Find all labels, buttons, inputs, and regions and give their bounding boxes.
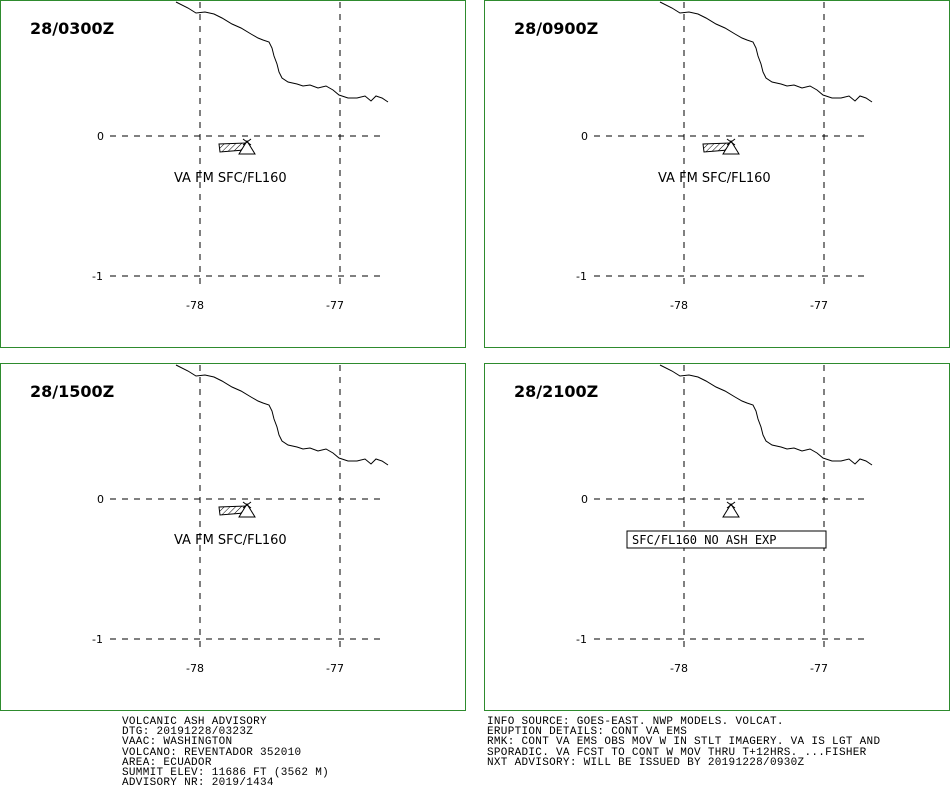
volcano-icon (238, 138, 256, 155)
lon-tick-label-0: -78 (670, 662, 688, 675)
map-panel-1: 0 -1 -78 -77 28/0300Z VA FM SFC/FL160 (0, 0, 466, 348)
advisory-remarks-2: SPORADIC. VA FCST TO CONT W MOV THRU T+1… (487, 746, 867, 759)
map-panel-3: 0 -1 -78 -77 28/1500Z VA FM SFC/FL160 (0, 363, 466, 711)
lat-tick-label-1: -1 (92, 633, 103, 646)
volcano-icon (238, 501, 256, 518)
volcano-icon (722, 138, 740, 155)
advisory-info-right: INFO SOURCE: GOES-EAST. NWP MODELS. VOLC… (487, 716, 881, 769)
panel-time-label: 28/2100Z (514, 382, 598, 401)
ash-label: VA FM SFC/FL160 (174, 171, 287, 186)
lon-tick-label-0: -78 (186, 662, 204, 675)
advisory-number: ADVISORY NR: 2019/1434 (122, 777, 274, 790)
advisory-summit-elev: SUMMIT ELEV: 11686 FT (3562 M) (122, 767, 330, 780)
no-ash-label-box (626, 530, 827, 549)
lon-tick-label-1: -77 (810, 662, 828, 675)
lon-tick-label-1: -77 (326, 662, 344, 675)
map-panel-4-svg: 0 -1 -78 -77 28/2100Z SFC/FL160 NO ASH E… (484, 363, 950, 711)
map-panel-2-svg: 0 -1 -78 -77 28/0900Z VA FM SFC/FL160 (484, 0, 950, 348)
lat-tick-label-0: 0 (581, 130, 588, 143)
advisory-info-left: VOLCANIC ASH ADVISORY DTG: 20191228/0323… (122, 716, 330, 790)
map-panel-2: 0 -1 -78 -77 28/0900Z VA FM SFC/FL160 (484, 0, 950, 348)
advisory-eruption-details: ERUPTION DETAILS: CONT VA EMS (487, 726, 688, 739)
panel-frame (0, 0, 466, 348)
panel-frame (0, 363, 466, 711)
lon-tick-label-1: -77 (810, 299, 828, 312)
lat-tick-label-0: 0 (97, 493, 104, 506)
ash-label: VA FM SFC/FL160 (174, 533, 287, 548)
lon-tick-label-0: -78 (670, 299, 688, 312)
advisory-info-source: INFO SOURCE: GOES-EAST. NWP MODELS. VOLC… (487, 716, 784, 728)
panel-time-label: 28/0900Z (514, 19, 598, 38)
advisory-area: AREA: ECUADOR (122, 756, 212, 769)
lat-tick-label-0: 0 (97, 130, 104, 143)
map-panel-1-svg: 0 -1 -78 -77 28/0300Z VA FM SFC/FL160 (0, 0, 466, 348)
map-panel-3-svg: 0 -1 -78 -77 28/1500Z VA FM SFC/FL160 (0, 363, 466, 711)
advisory-dtg: DTG: 20191228/0323Z (122, 726, 254, 739)
coastline (659, 1, 873, 103)
no-ash-label: SFC/FL160 NO ASH EXP (632, 533, 777, 547)
lon-tick-label-0: -78 (186, 299, 204, 312)
advisory-remarks-1: RMK: CONT VA EMS OBS MOV W IN STLT IMAGE… (487, 736, 881, 749)
lat-tick-label-1: -1 (576, 633, 587, 646)
ash-label: VA FM SFC/FL160 (658, 171, 771, 186)
coastline (659, 364, 873, 466)
lon-tick-label-1: -77 (326, 299, 344, 312)
advisory-volcano: VOLCANO: REVENTADOR 352010 (122, 746, 302, 759)
coastline (175, 364, 389, 466)
advisory-vaac: VAAC: WASHINGTON (122, 736, 233, 749)
advisory-title: VOLCANIC ASH ADVISORY (122, 716, 267, 728)
panel-time-label: 28/0300Z (30, 19, 114, 38)
lat-tick-label-1: -1 (576, 270, 587, 283)
coastline (175, 1, 389, 103)
panel-time-label: 28/1500Z (30, 382, 114, 401)
lat-tick-label-1: -1 (92, 270, 103, 283)
volcano-icon (722, 501, 740, 518)
map-panel-4: 0 -1 -78 -77 28/2100Z SFC/FL160 NO ASH E… (484, 363, 950, 711)
lat-tick-label-0: 0 (581, 493, 588, 506)
advisory-next: NXT ADVISORY: WILL BE ISSUED BY 20191228… (487, 756, 805, 769)
